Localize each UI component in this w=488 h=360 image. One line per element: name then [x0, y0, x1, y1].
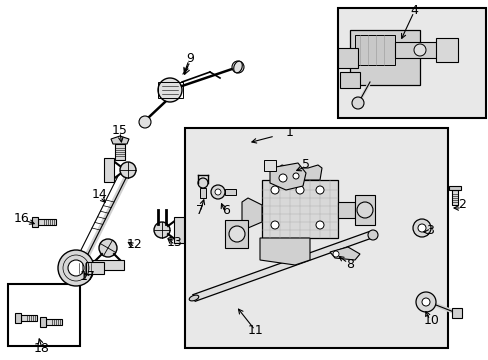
- Circle shape: [356, 202, 372, 218]
- Bar: [38, 219, 56, 225]
- Bar: [46, 319, 62, 325]
- Bar: [224, 189, 236, 195]
- Circle shape: [68, 260, 84, 276]
- Text: 14: 14: [92, 189, 108, 202]
- Bar: [448, 186, 460, 190]
- Text: 1: 1: [285, 126, 293, 139]
- Text: 9: 9: [185, 51, 194, 64]
- Text: 15: 15: [112, 123, 128, 136]
- Bar: [104, 158, 114, 182]
- Polygon shape: [32, 217, 38, 227]
- Polygon shape: [192, 232, 370, 301]
- Text: 17: 17: [80, 270, 96, 283]
- Text: 2: 2: [457, 198, 465, 211]
- Circle shape: [295, 186, 304, 194]
- Bar: [264, 160, 275, 171]
- Bar: [21, 315, 37, 321]
- Circle shape: [367, 230, 377, 240]
- Circle shape: [417, 224, 425, 232]
- Bar: [394, 42, 437, 58]
- Circle shape: [279, 174, 286, 182]
- Bar: [92, 260, 124, 270]
- Polygon shape: [40, 317, 46, 327]
- Text: 12: 12: [127, 238, 142, 252]
- Circle shape: [413, 44, 425, 56]
- Text: 18: 18: [34, 342, 50, 355]
- Bar: [451, 190, 457, 205]
- Bar: [224, 220, 247, 248]
- Bar: [337, 8, 485, 118]
- Bar: [337, 48, 357, 68]
- Circle shape: [158, 78, 182, 102]
- Circle shape: [210, 185, 224, 199]
- Bar: [435, 38, 457, 62]
- Bar: [451, 308, 461, 318]
- Circle shape: [139, 116, 151, 128]
- Text: 6: 6: [222, 203, 229, 216]
- Bar: [86, 262, 104, 274]
- Circle shape: [315, 186, 324, 194]
- Circle shape: [415, 292, 435, 312]
- Polygon shape: [15, 313, 21, 323]
- Polygon shape: [260, 238, 309, 265]
- Circle shape: [120, 162, 136, 178]
- Circle shape: [99, 239, 117, 257]
- Text: 4: 4: [409, 4, 417, 17]
- Polygon shape: [329, 247, 359, 260]
- Text: 10: 10: [423, 314, 439, 327]
- Circle shape: [228, 226, 244, 242]
- Ellipse shape: [189, 295, 199, 301]
- Bar: [354, 35, 394, 65]
- Bar: [262, 180, 337, 238]
- Ellipse shape: [233, 61, 242, 73]
- Bar: [339, 72, 359, 88]
- Polygon shape: [242, 198, 262, 228]
- Circle shape: [292, 173, 298, 179]
- Circle shape: [58, 250, 94, 286]
- Bar: [354, 195, 374, 225]
- Bar: [158, 82, 183, 98]
- Circle shape: [412, 219, 430, 237]
- Bar: [184, 128, 447, 348]
- Text: 5: 5: [302, 158, 309, 171]
- Circle shape: [231, 61, 244, 73]
- Polygon shape: [278, 165, 321, 180]
- Bar: [8, 284, 80, 346]
- Text: 8: 8: [346, 258, 353, 271]
- Circle shape: [332, 251, 338, 257]
- Polygon shape: [111, 136, 129, 144]
- Circle shape: [270, 221, 279, 229]
- Text: 11: 11: [247, 324, 264, 337]
- Polygon shape: [269, 163, 305, 190]
- Text: 16: 16: [14, 211, 30, 225]
- Text: 3: 3: [425, 224, 433, 237]
- Text: 13: 13: [167, 237, 183, 249]
- Circle shape: [421, 298, 429, 306]
- Circle shape: [351, 97, 363, 109]
- Bar: [200, 188, 205, 198]
- Bar: [349, 30, 419, 85]
- Bar: [174, 217, 183, 243]
- Circle shape: [215, 189, 221, 195]
- Circle shape: [270, 186, 279, 194]
- Bar: [115, 144, 125, 160]
- Circle shape: [154, 222, 170, 238]
- Circle shape: [198, 178, 207, 188]
- Circle shape: [315, 221, 324, 229]
- Text: 7: 7: [196, 203, 203, 216]
- Bar: [337, 202, 354, 218]
